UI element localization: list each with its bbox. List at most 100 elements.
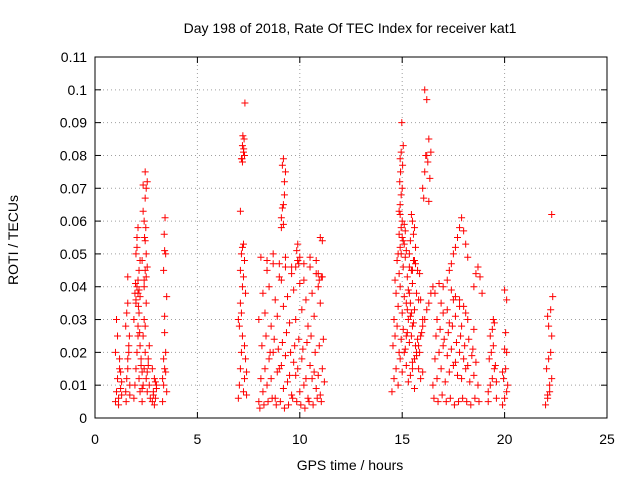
- data-point: [241, 375, 249, 383]
- data-point: [397, 191, 405, 199]
- data-point: [234, 316, 242, 324]
- data-point: [314, 283, 322, 291]
- data-point: [281, 253, 289, 261]
- data-point: [395, 207, 403, 215]
- data-point: [295, 335, 303, 343]
- data-point: [415, 342, 423, 350]
- data-point: [160, 230, 168, 238]
- data-point: [410, 384, 418, 392]
- data-point: [263, 381, 271, 389]
- data-point: [286, 371, 294, 379]
- data-point: [302, 375, 310, 383]
- data-point: [137, 355, 145, 363]
- data-point: [400, 293, 408, 301]
- data-point: [500, 375, 508, 383]
- data-point: [396, 201, 404, 209]
- data-point: [134, 322, 142, 330]
- data-point: [437, 299, 445, 307]
- data-point: [294, 365, 302, 373]
- data-point: [288, 391, 296, 399]
- data-point: [163, 293, 171, 301]
- data-point: [125, 342, 133, 350]
- data-point: [306, 361, 314, 369]
- data-point: [295, 260, 303, 268]
- data-point: [137, 361, 145, 369]
- data-point: [239, 240, 247, 248]
- data-point: [142, 299, 150, 307]
- data-point: [282, 329, 290, 337]
- data-point: [234, 394, 242, 402]
- x-tick-label: 0: [91, 431, 99, 447]
- data-point: [504, 381, 512, 389]
- data-point: [390, 316, 398, 324]
- data-point: [159, 375, 167, 383]
- data-point: [115, 394, 123, 402]
- data-point: [394, 250, 402, 258]
- data-point: [474, 381, 482, 389]
- data-point: [316, 299, 324, 307]
- data-point: [417, 296, 425, 304]
- data-point: [445, 266, 453, 274]
- data-point: [160, 355, 168, 363]
- data-point: [474, 263, 482, 271]
- data-point: [408, 279, 416, 287]
- data-point: [122, 398, 130, 406]
- data-point: [398, 309, 406, 317]
- data-point: [318, 237, 326, 245]
- y-tick-label: 0.04: [60, 279, 87, 295]
- data-point: [264, 398, 272, 406]
- data-point: [139, 207, 147, 215]
- data-point: [419, 184, 427, 192]
- data-point: [257, 253, 265, 261]
- data-point: [413, 289, 421, 297]
- data-point: [393, 256, 401, 264]
- data-point: [421, 316, 429, 324]
- data-point: [238, 155, 246, 163]
- data-point: [410, 355, 418, 363]
- data-point: [293, 398, 301, 406]
- data-point: [116, 355, 124, 363]
- data-point: [141, 322, 149, 330]
- data-point: [420, 194, 428, 202]
- data-point: [150, 401, 158, 409]
- data-point: [460, 302, 468, 310]
- data-point: [398, 184, 406, 192]
- data-point: [547, 306, 555, 314]
- data-point: [161, 247, 169, 255]
- data-point: [285, 401, 293, 409]
- data-point: [275, 273, 283, 281]
- data-point: [261, 365, 269, 373]
- data-point: [417, 332, 425, 340]
- data-point: [288, 270, 296, 278]
- data-point: [406, 371, 414, 379]
- data-point: [547, 348, 555, 356]
- data-point: [256, 404, 264, 412]
- data-point: [141, 348, 149, 356]
- data-point: [159, 398, 167, 406]
- data-point: [123, 309, 131, 317]
- data-point: [425, 197, 433, 205]
- data-point: [395, 348, 403, 356]
- data-point: [408, 322, 416, 330]
- data-point: [240, 135, 248, 143]
- data-point: [122, 388, 130, 396]
- data-point: [140, 217, 148, 225]
- data-point: [404, 378, 412, 386]
- data-point: [445, 319, 453, 327]
- data-point: [455, 398, 463, 406]
- data-point: [312, 384, 320, 392]
- data-point: [431, 355, 439, 363]
- data-point: [140, 276, 148, 284]
- data-point: [134, 302, 142, 310]
- data-point: [424, 158, 432, 166]
- data-point: [265, 355, 273, 363]
- data-point: [460, 355, 468, 363]
- data-point: [405, 263, 413, 271]
- data-point: [499, 401, 507, 409]
- data-point: [277, 214, 285, 222]
- data-point: [136, 342, 144, 350]
- data-point: [162, 250, 170, 258]
- data-point: [464, 361, 472, 369]
- data-point: [299, 345, 307, 353]
- data-point: [408, 266, 416, 274]
